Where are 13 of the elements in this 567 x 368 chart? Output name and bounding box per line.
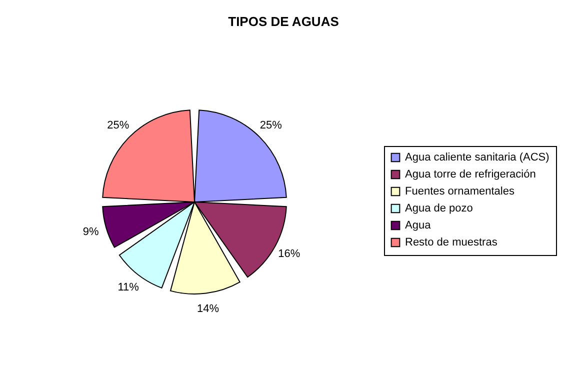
legend-label: Agua xyxy=(405,220,432,232)
data-label: 25% xyxy=(107,120,130,132)
data-label: 11% xyxy=(118,281,140,294)
legend-label: Agua caliente sanitaria (ACS) xyxy=(405,152,550,164)
data-label: 9% xyxy=(82,226,99,238)
data-label: 14% xyxy=(197,303,220,316)
data-label: 25% xyxy=(260,120,282,132)
legend-label: Agua de pozo xyxy=(405,202,473,214)
legend-label: Agua torre de refrigeración xyxy=(405,168,536,180)
data-label: 16% xyxy=(278,248,300,260)
legend-label: Fuentes ornamentales xyxy=(405,186,515,198)
chart-title: TIPOS DE AGUAS xyxy=(228,14,340,29)
legend-label: Resto de muestras xyxy=(405,236,498,248)
